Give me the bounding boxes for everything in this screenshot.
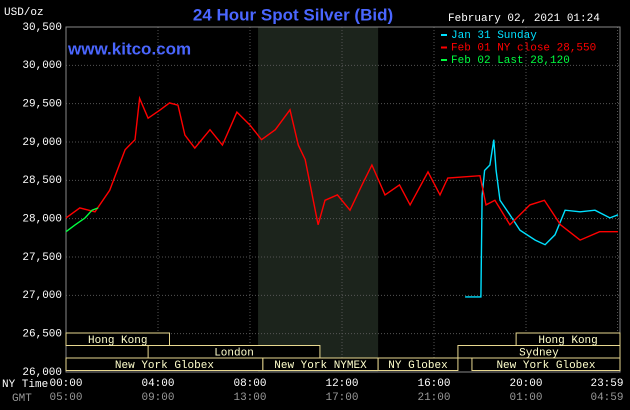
- chart-title: 24 Hour Spot Silver (Bid): [193, 5, 393, 24]
- x-tick-label: 00:00: [49, 378, 82, 390]
- x2-tick-label: 13:00: [233, 392, 266, 404]
- session-label: New York NYMEX: [274, 360, 367, 372]
- shaded-region: [258, 27, 379, 372]
- session-label: New York Globex: [496, 360, 595, 372]
- x-tick-label: 12:00: [325, 378, 358, 390]
- y-tick-label: 28,000: [22, 214, 62, 226]
- session-label: New York Globex: [115, 360, 214, 372]
- y-tick-label: 29,500: [22, 99, 62, 111]
- series-line: [65, 207, 99, 233]
- x-tick-label: 08:00: [233, 378, 266, 390]
- session-bar: [515, 332, 621, 346]
- session-label: Sydney: [519, 348, 559, 360]
- y-tick-label: 30,500: [22, 22, 62, 34]
- unit-label: USD/oz: [4, 7, 44, 19]
- series-line: [65, 95, 618, 241]
- y-tick-label: 29,000: [22, 137, 62, 149]
- session-label: Hong Kong: [538, 335, 597, 347]
- session-bar: [65, 332, 170, 346]
- timestamp: February 02, 2021 01:24: [448, 13, 600, 25]
- session-bar: [377, 357, 459, 371]
- session-label: NY Globex: [388, 360, 448, 372]
- x2-tick-label: 21:00: [417, 392, 450, 404]
- x-tick-label: 23:59: [590, 378, 623, 390]
- legend-label: Feb 02 Last 28,120: [451, 55, 570, 67]
- row-label: GMT: [12, 393, 32, 405]
- y-tick-label: 30,000: [22, 60, 62, 72]
- x2-tick-label: 17:00: [325, 392, 358, 404]
- y-tick-label: 28,500: [22, 175, 62, 187]
- session-label: Hong Kong: [88, 335, 147, 347]
- x2-tick-label: 09:00: [141, 392, 174, 404]
- y-tick-label: 26,500: [22, 329, 62, 341]
- legend-label: Feb 01 NY close 28,550: [451, 42, 596, 54]
- y-tick-label: 26,000: [22, 367, 62, 379]
- x2-tick-label: 05:00: [49, 392, 82, 404]
- x2-tick-label: 01:00: [509, 392, 542, 404]
- legend-label: Jan 31 Sunday: [451, 30, 537, 42]
- session-label: London: [214, 348, 254, 360]
- plot-frame: [65, 26, 621, 373]
- row-label: NY Time: [2, 379, 48, 391]
- x-tick-label: 20:00: [509, 378, 542, 390]
- series-line: [465, 139, 619, 298]
- y-tick-label: 27,500: [22, 252, 62, 264]
- website: www.kitco.com: [67, 39, 191, 58]
- x-tick-label: 16:00: [417, 378, 450, 390]
- y-tick-label: 27,000: [22, 290, 62, 302]
- x2-tick-label: 04:59: [590, 392, 623, 404]
- session-bar: [471, 357, 621, 371]
- x-tick-label: 04:00: [141, 378, 174, 390]
